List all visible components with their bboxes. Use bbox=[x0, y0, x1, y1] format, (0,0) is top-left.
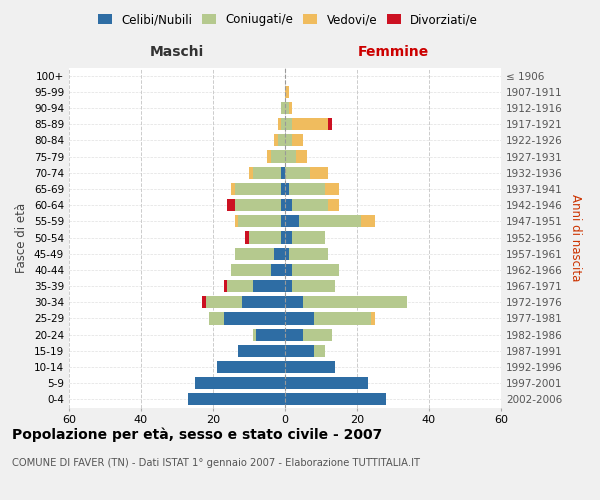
Bar bbox=[285, 199, 292, 211]
Bar bbox=[195, 377, 285, 390]
Bar bbox=[314, 345, 325, 357]
Bar bbox=[278, 134, 285, 146]
Y-axis label: Anni di nascita: Anni di nascita bbox=[569, 194, 582, 281]
Bar bbox=[271, 150, 285, 162]
Bar bbox=[202, 296, 206, 308]
Bar bbox=[285, 377, 368, 390]
Bar bbox=[278, 118, 281, 130]
Bar bbox=[253, 166, 281, 179]
Bar bbox=[285, 328, 303, 340]
Bar bbox=[292, 199, 328, 211]
Bar bbox=[281, 118, 285, 130]
Bar bbox=[274, 248, 285, 260]
Bar bbox=[235, 199, 281, 211]
Bar bbox=[285, 232, 292, 243]
Bar bbox=[271, 264, 285, 276]
Bar bbox=[235, 183, 281, 195]
Bar bbox=[235, 215, 238, 228]
Bar bbox=[281, 232, 285, 243]
Bar bbox=[292, 118, 328, 130]
Bar bbox=[328, 199, 339, 211]
Bar bbox=[231, 183, 235, 195]
Bar bbox=[292, 264, 339, 276]
Bar bbox=[285, 361, 335, 373]
Bar bbox=[217, 361, 285, 373]
Bar bbox=[285, 394, 386, 406]
Bar bbox=[361, 215, 375, 228]
Bar bbox=[303, 296, 407, 308]
Bar bbox=[238, 345, 285, 357]
Bar bbox=[285, 134, 292, 146]
Bar bbox=[253, 280, 285, 292]
Y-axis label: Fasce di età: Fasce di età bbox=[16, 202, 28, 272]
Bar bbox=[285, 248, 289, 260]
Bar bbox=[227, 199, 235, 211]
Bar bbox=[285, 296, 303, 308]
Bar bbox=[299, 215, 361, 228]
Legend: Celibi/Nubili, Coniugati/e, Vedovi/e, Divorziati/e: Celibi/Nubili, Coniugati/e, Vedovi/e, Di… bbox=[93, 8, 483, 31]
Bar bbox=[289, 183, 325, 195]
Bar bbox=[303, 328, 332, 340]
Bar bbox=[224, 312, 285, 324]
Bar bbox=[285, 118, 292, 130]
Bar bbox=[227, 280, 253, 292]
Bar bbox=[289, 248, 328, 260]
Bar bbox=[328, 118, 332, 130]
Text: Maschi: Maschi bbox=[150, 44, 204, 59]
Bar bbox=[231, 264, 271, 276]
Bar bbox=[285, 102, 289, 114]
Bar bbox=[292, 134, 303, 146]
Bar bbox=[285, 312, 314, 324]
Bar bbox=[281, 166, 285, 179]
Bar bbox=[285, 183, 289, 195]
Bar bbox=[256, 328, 285, 340]
Bar bbox=[267, 150, 271, 162]
Bar bbox=[285, 86, 289, 98]
Bar bbox=[296, 150, 307, 162]
Bar bbox=[224, 280, 227, 292]
Bar bbox=[238, 215, 281, 228]
Bar bbox=[245, 232, 249, 243]
Bar bbox=[310, 166, 328, 179]
Bar bbox=[371, 312, 375, 324]
Bar bbox=[292, 280, 335, 292]
Text: Femmine: Femmine bbox=[358, 44, 428, 59]
Bar bbox=[325, 183, 339, 195]
Bar bbox=[242, 296, 285, 308]
Bar bbox=[289, 102, 292, 114]
Text: COMUNE DI FAVER (TN) - Dati ISTAT 1° gennaio 2007 - Elaborazione TUTTITALIA.IT: COMUNE DI FAVER (TN) - Dati ISTAT 1° gen… bbox=[12, 458, 420, 468]
Bar bbox=[253, 328, 256, 340]
Bar bbox=[292, 232, 325, 243]
Bar bbox=[249, 232, 281, 243]
Bar bbox=[285, 166, 310, 179]
Bar bbox=[314, 312, 371, 324]
Bar bbox=[209, 312, 224, 324]
Bar bbox=[274, 134, 278, 146]
Text: Popolazione per età, sesso e stato civile - 2007: Popolazione per età, sesso e stato civil… bbox=[12, 428, 382, 442]
Bar bbox=[285, 150, 296, 162]
Bar bbox=[249, 166, 253, 179]
Bar bbox=[281, 199, 285, 211]
Bar bbox=[285, 345, 314, 357]
Bar bbox=[285, 280, 292, 292]
Bar bbox=[281, 102, 285, 114]
Bar bbox=[206, 296, 242, 308]
Bar bbox=[281, 183, 285, 195]
Bar bbox=[285, 264, 292, 276]
Bar bbox=[285, 215, 299, 228]
Bar bbox=[235, 248, 274, 260]
Bar bbox=[188, 394, 285, 406]
Bar bbox=[281, 215, 285, 228]
